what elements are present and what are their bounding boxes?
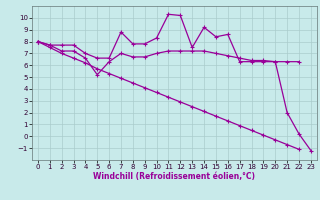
X-axis label: Windchill (Refroidissement éolien,°C): Windchill (Refroidissement éolien,°C): [93, 172, 255, 181]
